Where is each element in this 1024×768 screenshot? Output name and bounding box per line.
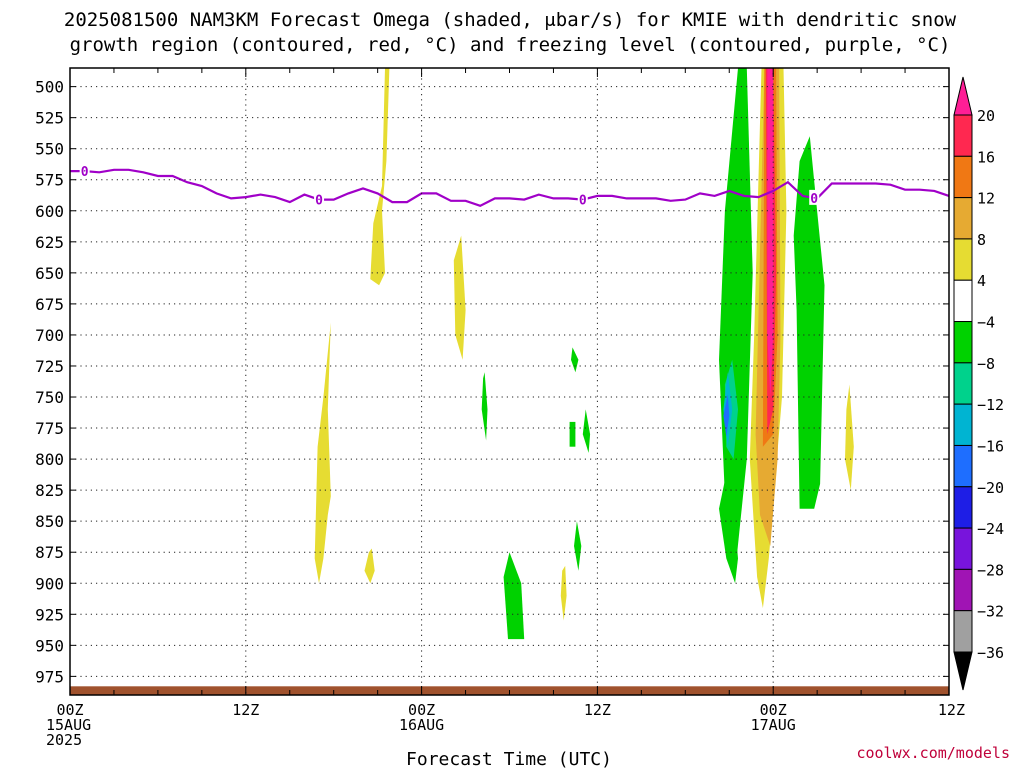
x-tick-label-5-0: 12Z bbox=[938, 701, 965, 719]
colorbar-segment-3 bbox=[953, 197, 973, 240]
colorbar-segment-11 bbox=[953, 527, 973, 570]
omega-area-4 bbox=[560, 565, 567, 621]
colorbar-label-8: −16 bbox=[977, 437, 1004, 455]
colorbar-label-9: −20 bbox=[977, 479, 1004, 497]
axes: 500 525 550 575 600 625 650 675 700 725 750 775 800 8… bbox=[35, 67, 965, 749]
y-tick-label-13: 825 bbox=[35, 481, 64, 500]
chart-title-line2: growth region (contoured, red, °C) and f… bbox=[70, 34, 951, 56]
omega-area-9 bbox=[569, 421, 576, 447]
colorbar-label-12: −32 bbox=[977, 603, 1004, 621]
y-tick-label-2: 550 bbox=[35, 140, 64, 159]
y-tick-label-15: 875 bbox=[35, 543, 64, 562]
plot-area: 0 0 0 0 bbox=[70, 68, 949, 695]
y-tick-label-7: 675 bbox=[35, 295, 64, 314]
colorbar-segment-7 bbox=[953, 362, 973, 405]
omega-area-0 bbox=[370, 68, 390, 286]
colorbar-label-5: −4 bbox=[977, 314, 995, 332]
omega-area-3 bbox=[453, 235, 466, 360]
y-tick-label-11: 775 bbox=[35, 419, 64, 438]
colorbar-segment-2 bbox=[953, 155, 973, 199]
freezing-label-bg-1 bbox=[314, 191, 325, 207]
chart-title-line1: 2025081500 NAM3KM Forecast Omega (shaded… bbox=[64, 9, 957, 31]
colorbar: 20 16 12 8 4 −4 −8 −12 −16 −20 −24 −28 −32 −36 bbox=[953, 76, 1004, 691]
y-tick-label-16: 900 bbox=[35, 574, 64, 593]
omega-area-11 bbox=[574, 521, 582, 571]
y-tick-label-6: 650 bbox=[35, 264, 64, 283]
colorbar-segment-4 bbox=[953, 238, 973, 281]
omega-area-12 bbox=[793, 136, 825, 509]
colorbar-bottom-arrow bbox=[953, 651, 973, 691]
colorbar-segment-6 bbox=[953, 321, 973, 364]
y-tick-label-17: 925 bbox=[35, 605, 64, 624]
colorbar-label-13: −36 bbox=[977, 644, 1004, 662]
y-tick-label-5: 625 bbox=[35, 233, 64, 252]
colorbar-segment-5 bbox=[953, 279, 973, 323]
x-axis-title: Forecast Time (UTC) bbox=[406, 749, 612, 768]
colorbar-label-10: −24 bbox=[977, 520, 1004, 538]
x-tick-label-1-0: 12Z bbox=[232, 701, 259, 719]
x-tick-label-3-0: 12Z bbox=[584, 701, 611, 719]
colorbar-label-11: −28 bbox=[977, 561, 1004, 579]
freezing-label-bg-3 bbox=[809, 189, 820, 205]
omega-area-10 bbox=[582, 409, 591, 453]
y-tick-label-14: 850 bbox=[35, 512, 64, 531]
x-tick-label-0-1: 15AUG bbox=[46, 716, 91, 734]
colorbar-segment-9 bbox=[953, 444, 973, 488]
y-tick-label-4: 600 bbox=[35, 202, 64, 221]
omega-area-6 bbox=[481, 372, 488, 441]
colorbar-segment-12 bbox=[953, 568, 973, 612]
x-tick-label-2-0: 00Z bbox=[408, 701, 435, 719]
y-tick-label-1: 525 bbox=[35, 109, 64, 128]
grid-lines bbox=[70, 68, 949, 695]
freezing-level-label-0: 0 bbox=[81, 165, 89, 180]
omega-area-1 bbox=[314, 322, 331, 584]
freezing-level-label-1: 0 bbox=[315, 194, 323, 209]
omega-area-7 bbox=[503, 552, 525, 640]
y-tick-label-0: 500 bbox=[35, 78, 64, 97]
omega-area-8 bbox=[571, 347, 579, 373]
x-tick-label-4-0: 00Z bbox=[760, 701, 787, 719]
colorbar-label-3: 8 bbox=[977, 231, 986, 249]
colorbar-label-1: 16 bbox=[977, 148, 995, 166]
colorbar-label-6: −8 bbox=[977, 355, 995, 373]
y-tick-label-12: 800 bbox=[35, 450, 64, 469]
y-tick-label-18: 950 bbox=[35, 636, 64, 655]
y-tick-label-10: 750 bbox=[35, 388, 64, 407]
colorbar-segment-10 bbox=[953, 486, 973, 529]
x-tick-label-0-2: 2025 bbox=[46, 731, 82, 749]
colorbar-label-7: −12 bbox=[977, 396, 1004, 414]
freezing-level-label-2: 0 bbox=[579, 194, 587, 209]
freezing-level-line bbox=[70, 168, 949, 207]
freezing-level-label-3: 0 bbox=[810, 192, 818, 207]
y-tick-label-9: 725 bbox=[35, 357, 64, 376]
omega-area-5 bbox=[845, 384, 854, 491]
colorbar-segment-1 bbox=[953, 114, 973, 157]
colorbar-segment-8 bbox=[953, 403, 973, 446]
credit-text: coolwx.com/models bbox=[856, 744, 1010, 762]
omega-area-17 bbox=[723, 394, 730, 437]
x-tick-label-0-0: 00Z bbox=[56, 701, 83, 719]
colorbar-label-2: 12 bbox=[977, 190, 995, 208]
x-tick-label-4-1: 17AUG bbox=[751, 716, 796, 734]
x-tick-label-2-1: 16AUG bbox=[399, 716, 444, 734]
colorbar-label-0: 20 bbox=[977, 107, 995, 125]
omega-area-13 bbox=[719, 459, 738, 584]
y-tick-label-3: 575 bbox=[35, 171, 64, 190]
y-tick-label-19: 975 bbox=[35, 667, 64, 686]
freezing-label-bg-2 bbox=[577, 191, 588, 207]
colorbar-label-4: 4 bbox=[977, 272, 986, 290]
omega-area-2 bbox=[364, 548, 375, 584]
colorbar-segment-13 bbox=[953, 610, 973, 653]
y-tick-label-8: 700 bbox=[35, 326, 64, 345]
freezing-label-bg-0 bbox=[79, 163, 90, 179]
omega-area-22 bbox=[767, 68, 774, 397]
